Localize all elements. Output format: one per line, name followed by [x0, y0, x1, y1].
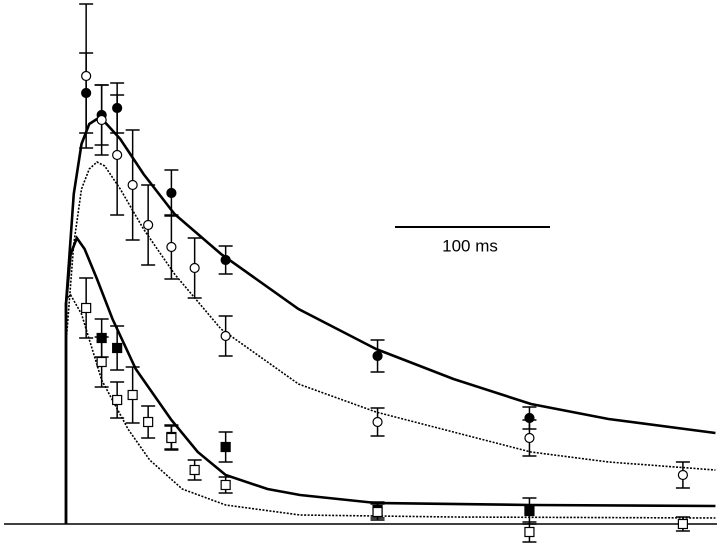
marker — [524, 505, 535, 517]
marker — [189, 464, 200, 476]
marker — [96, 114, 107, 126]
marker — [677, 518, 689, 530]
marker — [127, 389, 138, 401]
fit-curve-dotted — [65, 161, 716, 524]
marker — [112, 149, 123, 161]
marker — [524, 526, 535, 538]
fit-curve — [64, 235, 716, 524]
fit-curve — [64, 117, 716, 524]
marker — [166, 187, 177, 199]
marker — [127, 179, 138, 191]
marker — [524, 432, 535, 444]
marker — [96, 356, 107, 368]
marker — [143, 416, 154, 428]
marker — [166, 241, 177, 253]
marker — [372, 416, 383, 428]
scale-bar-label: 100 ms — [442, 236, 498, 255]
marker — [112, 342, 123, 354]
marker — [220, 254, 231, 266]
marker — [81, 70, 92, 82]
marker — [372, 506, 383, 518]
marker — [220, 441, 231, 453]
marker — [189, 262, 200, 274]
marker — [166, 432, 177, 444]
marker — [677, 469, 689, 481]
marker — [112, 394, 123, 406]
marker — [81, 302, 92, 314]
marker — [220, 479, 231, 491]
marker — [143, 219, 154, 231]
marker — [372, 350, 383, 362]
marker — [220, 330, 231, 342]
fit-curve-dotted — [65, 293, 716, 524]
